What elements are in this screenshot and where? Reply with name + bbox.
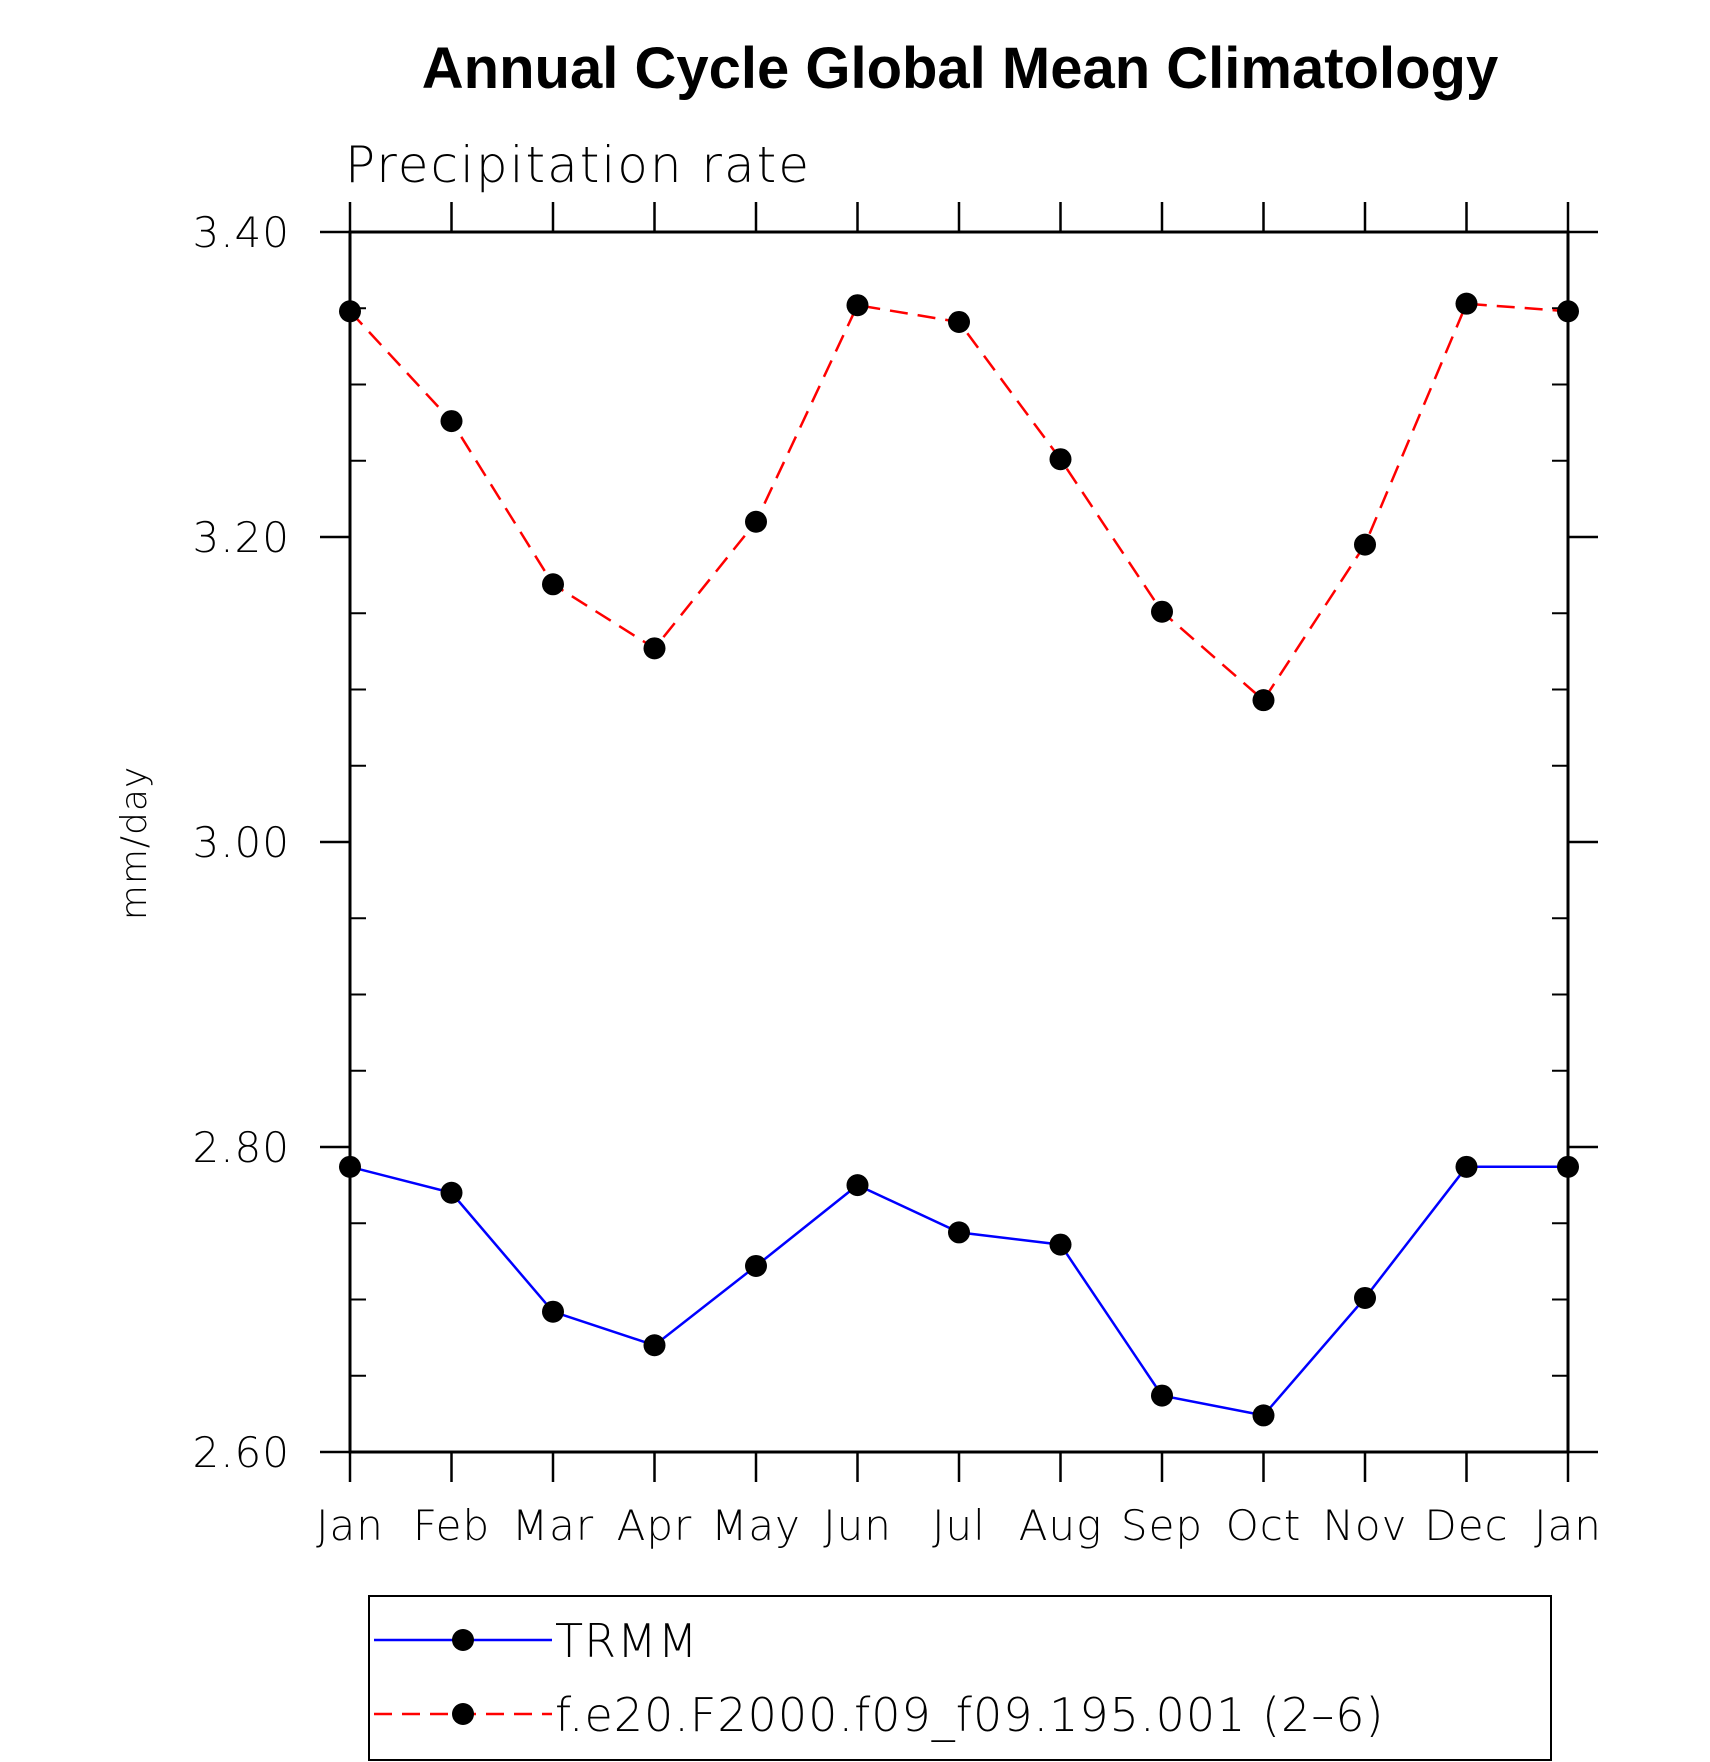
x-tick-label: Jun [823,1501,892,1550]
x-tick-label: Dec [1424,1501,1508,1550]
legend: TRMM f.e20.F2000.f09_f09.195.001 (2–6) [368,1595,1552,1761]
series-line-1 [349,302,1569,703]
x-tick-label: Aug [1019,1501,1103,1550]
data-point [1252,689,1275,712]
data-point [542,1300,564,1323]
data-point [1151,1384,1173,1407]
legend-label-trmm: TRMM [555,1614,698,1668]
data-point [1049,1233,1072,1256]
data-point [643,637,666,660]
y-tick-label: 3.00 [192,818,290,867]
y-axis-label: mm/day [114,766,155,920]
x-tick-label: Apr [617,1501,693,1550]
data-point [1354,533,1376,556]
legend-marker-trmm [452,1629,474,1651]
data-point [542,573,564,596]
x-tick-label: Oct [1226,1501,1302,1550]
x-tick-label: Jan [316,1501,384,1550]
chart-subtitle: Precipitation rate [345,136,811,194]
data-point [1049,448,1072,471]
data-point [339,1155,361,1178]
chart-title: Annual Cycle Global Mean Climatology [422,36,1498,101]
legend-marker-model [452,1703,474,1725]
data-point [440,410,463,433]
data-point [1455,292,1478,315]
x-tick-label: Nov [1323,1501,1408,1550]
data-point [1557,300,1579,323]
data-point [948,310,970,333]
series-line-0 [349,1165,1568,1417]
y-tick-labels: 2.60 2.80 3.00 3.20 3.40 [192,208,290,1477]
x-tick-label: Jul [932,1501,986,1550]
x-tick-label: May [711,1501,801,1550]
legend-label-model: f.e20.F2000.f09_f09.195.001 (2–6) [555,1688,1384,1742]
data-point [745,1254,767,1277]
data-point [1354,1286,1376,1309]
plot-frame [348,230,1570,1454]
data-point [948,1221,970,1244]
x-tick-label: Jan [1534,1501,1602,1550]
data-point [1455,1155,1478,1178]
data-point [846,294,869,317]
y-tick-label: 3.40 [192,208,290,257]
y-tick-label: 3.20 [192,513,290,562]
x-tick-label: Feb [413,1501,490,1550]
data-point [1151,600,1173,623]
x-tick-label: Mar [512,1501,594,1550]
legend-entry-trmm: TRMM [374,1614,698,1668]
legend-box [368,1595,1552,1761]
y-tick-label: 2.60 [192,1428,290,1477]
x-tick-labels: Jan Feb Mar Apr May Jun Jul Aug Sep Oct Nov Dec Jan [316,1501,1602,1550]
data-point [745,510,767,533]
data-point [339,300,361,323]
data-point [1252,1404,1275,1427]
axis-ticks [320,202,1598,1482]
data-point [1557,1155,1579,1178]
x-tick-label: Sep [1121,1501,1203,1550]
legend-entry-model: f.e20.F2000.f09_f09.195.001 (2–6) [374,1688,1384,1742]
data-point [643,1334,666,1357]
series-layer [339,292,1579,1427]
y-tick-label: 2.80 [192,1123,290,1172]
data-point [846,1174,869,1197]
data-point [440,1181,463,1204]
